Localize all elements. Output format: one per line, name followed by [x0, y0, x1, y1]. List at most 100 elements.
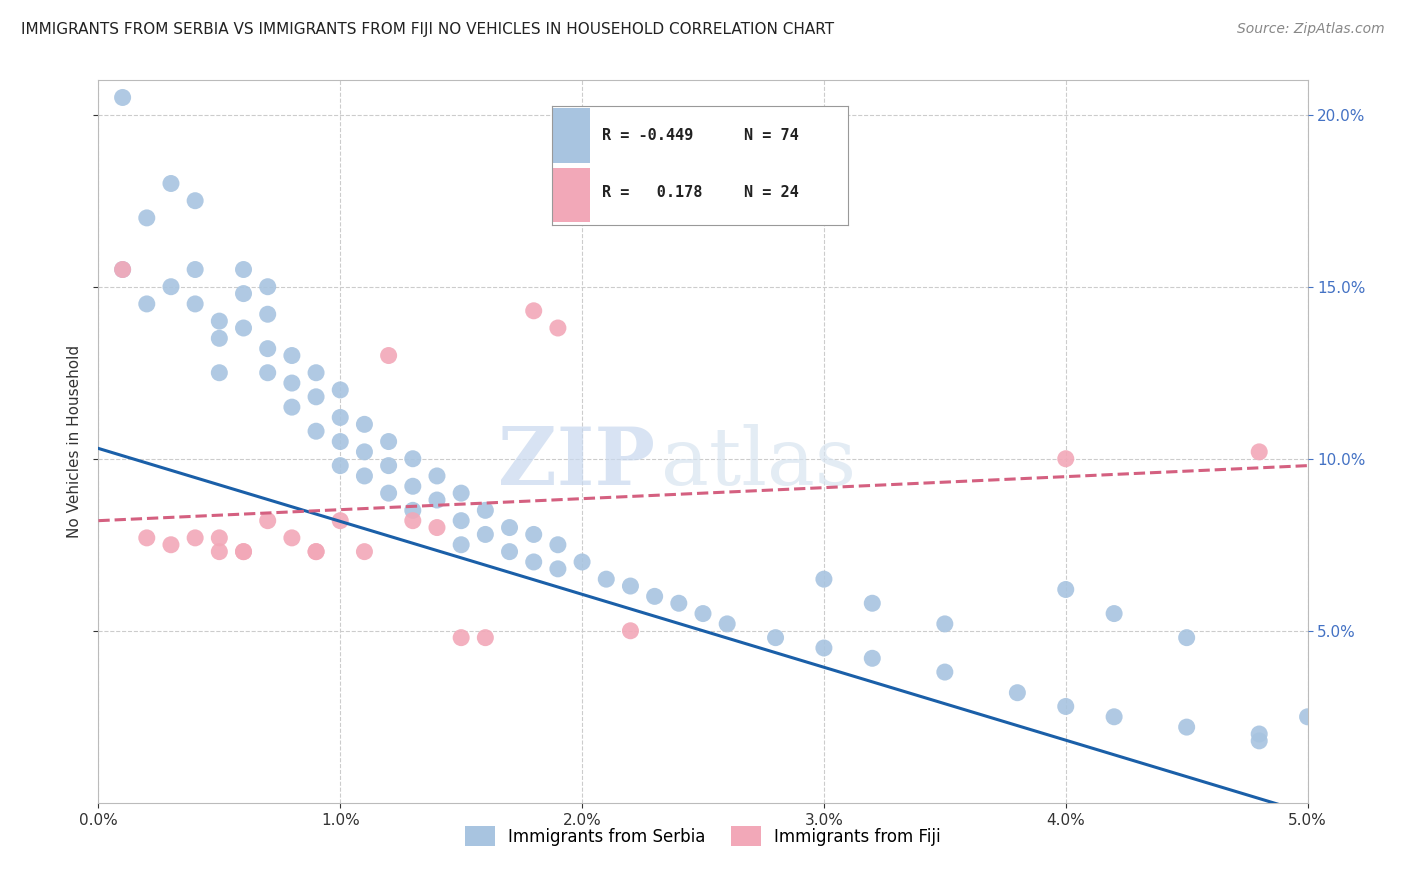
Point: [426, 469, 449, 483]
Point: [498, 544, 520, 558]
Point: [619, 624, 641, 638]
Point: [208, 544, 231, 558]
Point: [813, 640, 835, 655]
Point: [232, 262, 254, 277]
Point: [934, 616, 956, 631]
Point: [256, 366, 278, 380]
Point: [281, 531, 304, 545]
Point: [571, 555, 593, 569]
Point: [426, 520, 449, 534]
Point: [765, 631, 787, 645]
Point: [1175, 631, 1198, 645]
Point: [860, 596, 883, 610]
Point: [474, 527, 496, 541]
Point: [305, 390, 328, 404]
Point: [353, 417, 375, 432]
Point: [208, 531, 231, 545]
Point: [450, 514, 472, 528]
Point: [208, 314, 231, 328]
Point: [111, 90, 134, 104]
Point: [498, 520, 520, 534]
Point: [668, 596, 690, 610]
Point: [547, 321, 569, 335]
Point: [402, 514, 425, 528]
Point: [184, 297, 207, 311]
Point: [232, 544, 254, 558]
Point: [377, 458, 399, 473]
Point: [644, 590, 666, 604]
Text: IMMIGRANTS FROM SERBIA VS IMMIGRANTS FROM FIJI NO VEHICLES IN HOUSEHOLD CORRELAT: IMMIGRANTS FROM SERBIA VS IMMIGRANTS FRO…: [21, 22, 834, 37]
Point: [547, 562, 569, 576]
Point: [402, 503, 425, 517]
Point: [281, 349, 304, 363]
Point: [450, 631, 472, 645]
Point: [329, 434, 352, 449]
Point: [305, 366, 328, 380]
Point: [595, 572, 617, 586]
Text: atlas: atlas: [661, 425, 856, 502]
Point: [160, 279, 183, 293]
Y-axis label: No Vehicles in Household: No Vehicles in Household: [67, 345, 83, 538]
Point: [426, 493, 449, 508]
Point: [281, 376, 304, 390]
Point: [329, 458, 352, 473]
Point: [1249, 727, 1271, 741]
Point: [402, 451, 425, 466]
Point: [232, 321, 254, 335]
Point: [1007, 686, 1029, 700]
Point: [474, 503, 496, 517]
Point: [135, 297, 157, 311]
Text: Source: ZipAtlas.com: Source: ZipAtlas.com: [1237, 22, 1385, 37]
Point: [1296, 710, 1319, 724]
Point: [329, 514, 352, 528]
Point: [208, 331, 231, 345]
Point: [523, 555, 546, 569]
Point: [450, 486, 472, 500]
Point: [135, 211, 157, 225]
Point: [184, 531, 207, 545]
Point: [1102, 607, 1125, 621]
Point: [208, 366, 231, 380]
Legend: Immigrants from Serbia, Immigrants from Fiji: Immigrants from Serbia, Immigrants from …: [458, 820, 948, 852]
Point: [256, 514, 278, 528]
Point: [934, 665, 956, 679]
Point: [692, 607, 714, 621]
Point: [305, 424, 328, 438]
Point: [1175, 720, 1198, 734]
Point: [450, 538, 472, 552]
Point: [256, 279, 278, 293]
Point: [1249, 734, 1271, 748]
Point: [860, 651, 883, 665]
Point: [474, 631, 496, 645]
Point: [281, 400, 304, 414]
Point: [402, 479, 425, 493]
Point: [111, 262, 134, 277]
Point: [547, 538, 569, 552]
Text: ZIP: ZIP: [498, 425, 655, 502]
Point: [377, 486, 399, 500]
Point: [160, 538, 183, 552]
Point: [377, 434, 399, 449]
Point: [1054, 699, 1077, 714]
Point: [256, 342, 278, 356]
Point: [1249, 445, 1271, 459]
Point: [523, 303, 546, 318]
Point: [1054, 451, 1077, 466]
Point: [353, 445, 375, 459]
Point: [111, 262, 134, 277]
Point: [1102, 710, 1125, 724]
Point: [377, 349, 399, 363]
Point: [305, 544, 328, 558]
Point: [305, 544, 328, 558]
Point: [523, 527, 546, 541]
Point: [256, 307, 278, 321]
Point: [353, 544, 375, 558]
Point: [813, 572, 835, 586]
Point: [353, 469, 375, 483]
Point: [184, 262, 207, 277]
Point: [135, 531, 157, 545]
Point: [232, 544, 254, 558]
Point: [619, 579, 641, 593]
Point: [716, 616, 738, 631]
Point: [232, 286, 254, 301]
